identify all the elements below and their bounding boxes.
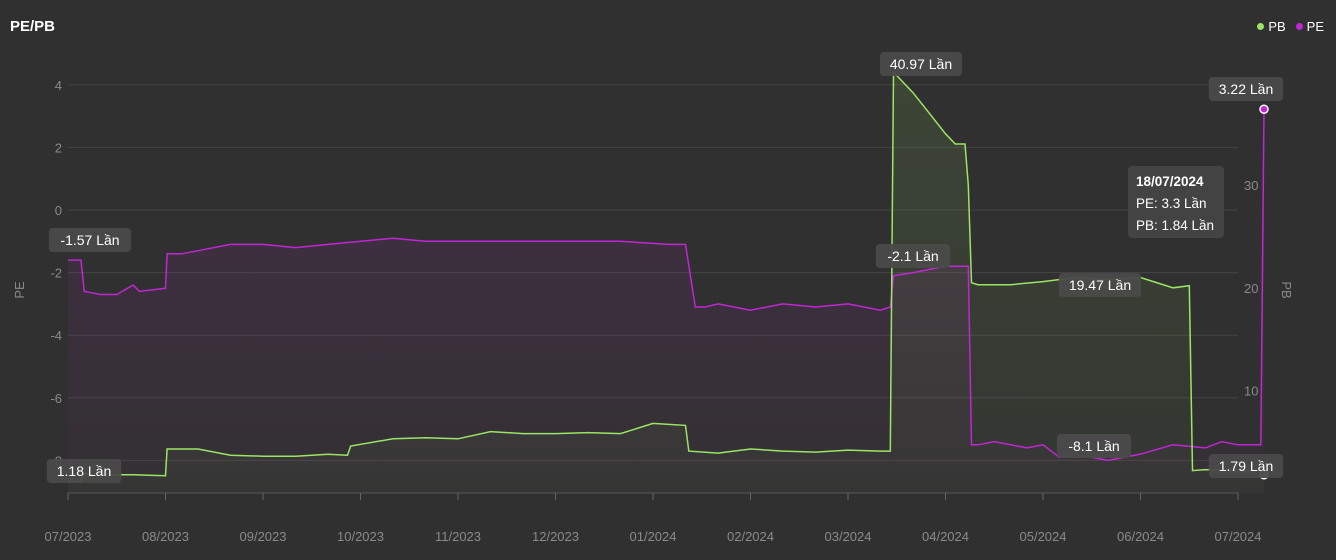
y-left-tick-label: -6 [50, 391, 62, 406]
chart-title: PE/PB [10, 18, 56, 35]
data-label-box [879, 52, 963, 76]
x-tick-label: 01/2024 [630, 529, 677, 544]
y-right-tick-label: 20 [1244, 281, 1258, 296]
tooltip-box [1128, 166, 1224, 238]
data-label-box [1208, 77, 1284, 101]
legend: PB PE [1257, 19, 1324, 34]
legend-item-pe[interactable]: PE [1295, 19, 1324, 34]
y-left-tick-label: 4 [55, 78, 62, 93]
y-left-axis-title: PE [12, 281, 27, 299]
data-label: -2.1 Lần [887, 248, 938, 264]
x-tick-label: 08/2023 [142, 529, 189, 544]
data-label-box [1056, 434, 1132, 458]
data-label: 19.47 Lần [1069, 277, 1131, 293]
data-label: 40.97 Lần [890, 56, 952, 72]
data-label-box [1058, 273, 1142, 297]
data-label-box [48, 228, 132, 252]
y-right-tick-label: 30 [1244, 178, 1258, 193]
x-tick-label: 04/2024 [922, 529, 969, 544]
x-tick-label: 07/2024 [1215, 529, 1262, 544]
legend-item-pb[interactable]: PB [1257, 19, 1286, 34]
x-tick-label: 11/2023 [435, 529, 481, 544]
y-right-axis-title: PB [1279, 281, 1294, 298]
x-tick-label: 06/2024 [1117, 529, 1164, 544]
tooltip-date: 18/07/2024 [1136, 174, 1204, 189]
data-label: 3.22 Lần [1219, 81, 1274, 97]
x-tick-label: 12/2023 [532, 529, 579, 544]
data-label-box [46, 459, 122, 483]
y-left-tick-label: -2 [50, 266, 62, 281]
legend-dot-pe [1295, 23, 1303, 30]
tooltip-line: PB: 1.84 Lần [1136, 218, 1214, 233]
legend-label-pe: PE [1306, 19, 1324, 34]
x-tick-label: 05/2024 [1020, 529, 1067, 544]
y-right-tick-label: 10 [1244, 384, 1258, 399]
x-tick-label: 02/2024 [727, 529, 774, 544]
data-label: -1.57 Lần [60, 232, 119, 248]
x-tick-label: 03/2024 [825, 529, 872, 544]
x-tick-label: 09/2023 [240, 529, 287, 544]
data-label-box [875, 244, 951, 268]
y-left-tick-label: 2 [55, 140, 62, 155]
pb-area [68, 72, 1264, 493]
data-label: -8.1 Lần [1068, 438, 1119, 454]
pe-end-marker[interactable] [1259, 104, 1269, 114]
x-tick-label: 10/2023 [337, 529, 384, 544]
legend-label-pb: PB [1268, 19, 1286, 34]
y-left-tick-label: 0 [55, 203, 62, 218]
x-tick-label: 07/2023 [45, 529, 92, 544]
legend-dot-pb [1257, 23, 1265, 30]
y-left-tick-label: -4 [50, 328, 62, 343]
data-label: 1.79 Lần [1219, 458, 1274, 474]
data-label: 1.18 Lần [57, 463, 112, 479]
data-label-box [1208, 454, 1284, 478]
tooltip-line: PE: 3.3 Lần [1136, 196, 1207, 211]
